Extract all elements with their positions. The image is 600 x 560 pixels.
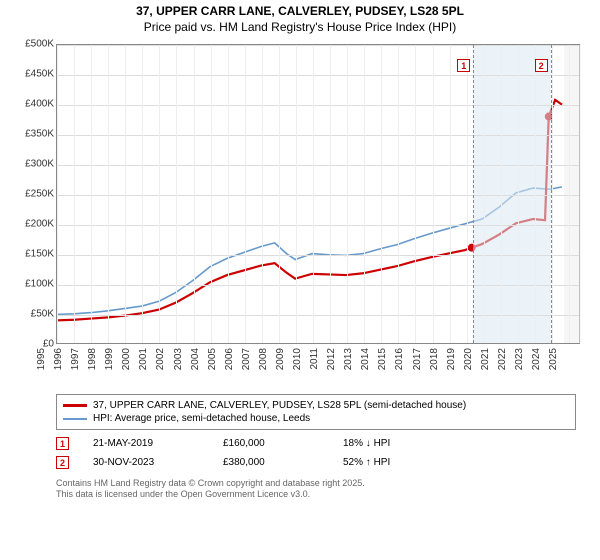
gridline-v xyxy=(296,45,297,343)
x-axis-label: 2025 xyxy=(548,348,588,370)
gridline-v xyxy=(262,45,263,343)
gridline-v xyxy=(125,45,126,343)
sale-row-diff: 52% ↑ HPI xyxy=(343,457,463,468)
sale-row-date: 30-NOV-2023 xyxy=(93,457,223,468)
gridline-v xyxy=(176,45,177,343)
gridline-v xyxy=(415,45,416,343)
gridline-v xyxy=(279,45,280,343)
gridline-v xyxy=(484,45,485,343)
gridline-v xyxy=(364,45,365,343)
y-axis-label: £400K xyxy=(8,99,54,110)
sale-row-price: £160,000 xyxy=(223,438,343,449)
shaded-band xyxy=(564,45,581,343)
gridline-v xyxy=(142,45,143,343)
legend-label: 37, UPPER CARR LANE, CALVERLEY, PUDSEY, … xyxy=(93,400,466,411)
legend-row: 37, UPPER CARR LANE, CALVERLEY, PUDSEY, … xyxy=(63,399,569,412)
sale-row-marker: 2 xyxy=(56,456,69,469)
y-axis-label: £450K xyxy=(8,69,54,80)
gridline-v xyxy=(535,45,536,343)
sale-row: 2 30-NOV-2023£380,00052% ↑ HPI xyxy=(56,453,576,472)
y-axis-label: £100K xyxy=(8,279,54,290)
gridline-v xyxy=(569,45,570,343)
chart-subtitle: Price paid vs. HM Land Registry's House … xyxy=(0,20,600,38)
legend-swatch xyxy=(63,418,87,420)
legend: 37, UPPER CARR LANE, CALVERLEY, PUDSEY, … xyxy=(56,394,576,430)
gridline-v xyxy=(467,45,468,343)
footer-line-1: Contains HM Land Registry data © Crown c… xyxy=(56,478,590,489)
shaded-band xyxy=(473,45,550,343)
gridline-v xyxy=(228,45,229,343)
y-axis-label: £150K xyxy=(8,249,54,260)
gridline-v xyxy=(381,45,382,343)
gridline-v xyxy=(450,45,451,343)
gridline-v xyxy=(433,45,434,343)
gridline-v xyxy=(91,45,92,343)
gridline-v xyxy=(74,45,75,343)
legend-label: HPI: Average price, semi-detached house,… xyxy=(93,413,310,424)
footer-line-2: This data is licensed under the Open Gov… xyxy=(56,489,590,500)
gridline-v xyxy=(398,45,399,343)
y-axis-label: £250K xyxy=(8,189,54,200)
chart-title: 37, UPPER CARR LANE, CALVERLEY, PUDSEY, … xyxy=(0,0,600,20)
sale-vline xyxy=(551,45,552,343)
gridline-v xyxy=(313,45,314,343)
plot-area: 12 xyxy=(56,44,580,344)
gridline-v xyxy=(194,45,195,343)
sale-row: 1 21-MAY-2019£160,00018% ↓ HPI xyxy=(56,434,576,453)
sale-marker: 1 xyxy=(457,59,470,72)
y-axis-label: £50K xyxy=(8,309,54,320)
gridline-v xyxy=(347,45,348,343)
gridline-v xyxy=(552,45,553,343)
gridline-v xyxy=(108,45,109,343)
sale-row-price: £380,000 xyxy=(223,457,343,468)
legend-row: HPI: Average price, semi-detached house,… xyxy=(63,412,569,425)
sales-table: 1 21-MAY-2019£160,00018% ↓ HPI 2 30-NOV-202… xyxy=(56,434,576,472)
gridline-v xyxy=(330,45,331,343)
gridline-v xyxy=(245,45,246,343)
y-axis-label: £300K xyxy=(8,159,54,170)
sale-marker: 2 xyxy=(535,59,548,72)
gridline-v xyxy=(159,45,160,343)
sale-row-marker: 1 xyxy=(56,437,69,450)
legend-swatch xyxy=(63,404,87,407)
y-axis-label: £350K xyxy=(8,129,54,140)
gridline-v xyxy=(57,45,58,343)
footer-copyright: Contains HM Land Registry data © Crown c… xyxy=(56,478,590,501)
sale-row-diff: 18% ↓ HPI xyxy=(343,438,463,449)
gridline-v xyxy=(518,45,519,343)
gridline-v xyxy=(211,45,212,343)
sale-row-date: 21-MAY-2019 xyxy=(93,438,223,449)
gridline-v xyxy=(501,45,502,343)
y-axis-label: £500K xyxy=(8,39,54,50)
sale-vline xyxy=(473,45,474,343)
y-axis-label: £200K xyxy=(8,219,54,230)
chart-area: 12 £0£50K£100K£150K£200K£250K£300K£350K£… xyxy=(8,38,590,388)
